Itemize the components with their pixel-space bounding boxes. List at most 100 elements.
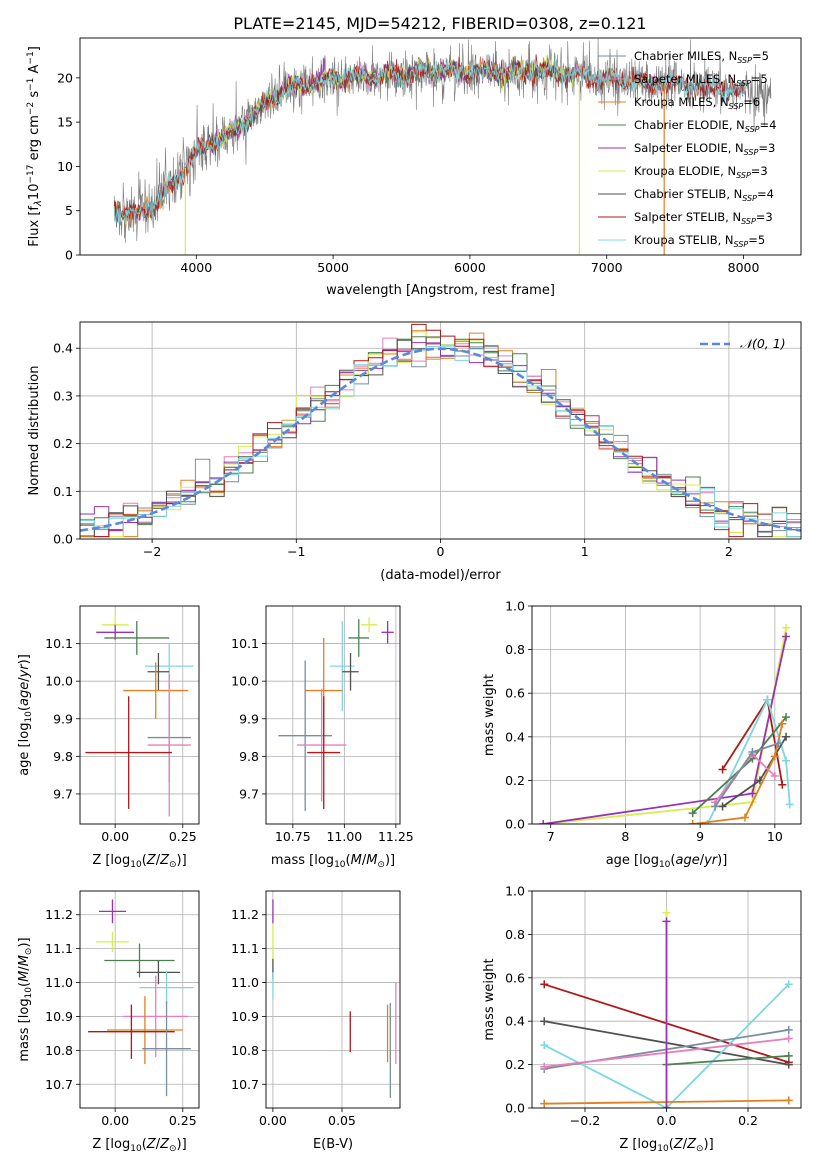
legend-label: Salpeter ELODIE, NSSP=3	[634, 141, 775, 157]
y-tick-label: 11.1	[231, 941, 259, 956]
x-tick-label: 8000	[728, 260, 760, 275]
weight-marker	[718, 802, 727, 811]
error-bar-point	[147, 652, 170, 691]
y-tick-label: 5	[65, 203, 73, 218]
age-vs-Z-points	[85, 615, 194, 817]
mass-vs-Z-panel: 0.00 0.25 10.7 10.8 10.9 11.0 11.1 11.2 Z [log10…	[17, 890, 200, 1154]
x-axis-label: wavelength [Angstrom, rest frame]	[326, 283, 555, 298]
x-tick-label: 0.25	[169, 1113, 197, 1128]
weight-marker	[778, 719, 787, 728]
weight-marker	[784, 1096, 793, 1105]
y-tick-label: 0.6	[505, 686, 525, 701]
y-tick-label: 10.7	[231, 1077, 259, 1092]
y-tick-label: 9.8	[53, 749, 73, 764]
weight-marker	[662, 917, 671, 926]
weight-marker	[688, 809, 697, 818]
x-tick-label: 0.00	[101, 1113, 129, 1128]
y-tick-label: 10.0	[45, 674, 73, 689]
legend-label: Chabrier MILES, NSSP=5	[634, 49, 769, 65]
error-bar-point	[147, 673, 191, 817]
weight-series	[539, 632, 791, 824]
y-tick-label: 0.1	[53, 484, 73, 499]
x-axis-label: Z [log10(Z/Z⊙)]	[619, 1137, 713, 1154]
error-bar-point	[348, 619, 370, 657]
y-tick-label: 10.1	[231, 636, 259, 651]
x-tick-label: 0.0	[657, 1113, 677, 1128]
x-tick-label: −0.2	[570, 1113, 600, 1128]
error-bar-point	[139, 970, 194, 1005]
spectrum-legend: Chabrier MILES, NSSP=5 Salpeter MILES, NS…	[598, 49, 776, 249]
x-axis-label: mass [log10(M/M⊙)]	[271, 853, 395, 870]
weight-marker	[784, 1034, 793, 1043]
weight-marker	[770, 772, 779, 781]
x-axis-label: Z [log10(Z/Z⊙)]	[92, 853, 186, 870]
y-tick-label: 11.2	[45, 907, 73, 922]
weight-marker	[778, 780, 787, 789]
weight-series-line	[543, 983, 790, 1108]
y-tick-label: 0.8	[505, 642, 525, 657]
axes-frame	[79, 605, 200, 825]
error-bar-point	[107, 996, 183, 1064]
y-tick-label: 0.2	[505, 773, 525, 788]
y-tick-label: 9.8	[239, 749, 259, 764]
age-vs-Z-panel: 0.00 0.25 9.7 9.8 9.9 10.0 10.1 Z [log10(Z/Z⊙)]…	[17, 605, 200, 870]
weight-marker	[540, 1017, 549, 1026]
x-tick-label: 11.00	[326, 829, 362, 844]
legend-label: Kroupa MILES, NSSP=6	[634, 95, 760, 111]
axes-frame	[265, 605, 401, 825]
x-tick-label: 0.00	[101, 829, 129, 844]
y-tick-label: 15	[57, 115, 73, 130]
weight-marker	[774, 739, 783, 748]
weight-marker	[711, 802, 720, 811]
weight-marker	[782, 756, 791, 765]
axes-frame	[265, 890, 401, 1109]
y-tick-label: 10.9	[45, 1009, 73, 1024]
x-tick-label: 8	[621, 829, 629, 844]
x-axis-label: (data-model)/error	[380, 568, 501, 583]
weight-marker	[784, 1025, 793, 1034]
x-tick-label: 11.25	[378, 829, 414, 844]
weight-marker	[662, 908, 671, 917]
mass-vs-EBV-panel: 0.00 0.05 10.7 10.8 10.9 11.0 11.1 11.2 E(B-V)	[231, 890, 401, 1152]
age-vs-mass-points	[278, 617, 394, 811]
x-tick-label: 10	[767, 829, 783, 844]
y-axis-label: age [log10(age/yr)]	[17, 654, 34, 776]
x-tick-label: 2	[725, 544, 733, 559]
mass-vs-Z-points	[88, 899, 194, 1097]
weight-marker	[540, 1099, 549, 1108]
y-axis-label: mass weight	[482, 674, 497, 756]
error-bar-point	[381, 621, 394, 644]
weight-series	[718, 695, 787, 789]
normal-reference-curve	[80, 347, 801, 532]
y-tick-label: 11.0	[231, 975, 259, 990]
error-bar-point	[307, 696, 341, 809]
error-bar-point	[85, 696, 172, 809]
weight-series-line	[666, 1055, 789, 1066]
x-tick-label: 5000	[317, 260, 349, 275]
y-tick-label: 0.4	[505, 729, 525, 744]
weight-marker	[770, 752, 779, 761]
error-bar-point	[360, 617, 378, 633]
weight-marker	[748, 789, 757, 798]
x-axis-label: age [log10(age/yr)]	[606, 853, 728, 870]
weight-marker	[785, 800, 794, 809]
y-axis-label: mass weight	[482, 958, 497, 1040]
x-tick-label: 9	[696, 829, 704, 844]
error-bar-point	[123, 975, 189, 1058]
y-tick-label: 11.2	[231, 907, 259, 922]
y-tick-label: 10.1	[45, 636, 73, 651]
y-tick-label: 11.0	[45, 975, 73, 990]
error-bar-point	[88, 1004, 175, 1059]
error-bar-point	[296, 688, 347, 802]
y-tick-label: 0.2	[505, 1057, 525, 1072]
axes-frame	[79, 890, 200, 1109]
weight-marker	[784, 1060, 793, 1069]
y-axis-label: mass [log10(M/M⊙)]	[17, 937, 34, 1061]
massweight-vs-Z-panel: −0.2 0.0 0.2 0.0 0.2 0.4 0.6 0.8 1.0 Z [log10(Z/Z…	[482, 884, 802, 1154]
weight-marker	[782, 632, 791, 641]
y-tick-label: 9.7	[239, 786, 259, 801]
weight-marker	[539, 820, 548, 824]
axes-frame	[79, 37, 802, 256]
x-tick-label: −2	[143, 544, 161, 559]
